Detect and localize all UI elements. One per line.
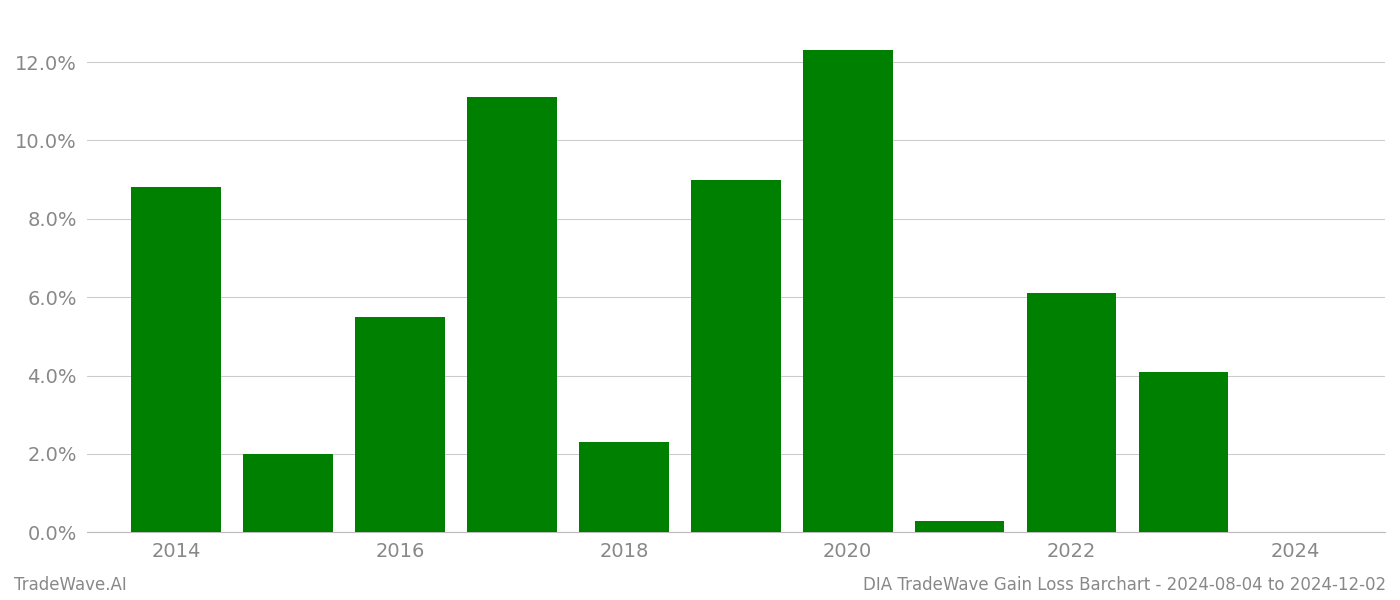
Bar <box>1138 371 1228 532</box>
Bar <box>1026 293 1116 532</box>
Text: TradeWave.AI: TradeWave.AI <box>14 576 127 594</box>
Bar <box>914 521 1004 532</box>
Bar <box>356 317 445 532</box>
Bar <box>244 454 333 532</box>
Text: DIA TradeWave Gain Loss Barchart - 2024-08-04 to 2024-12-02: DIA TradeWave Gain Loss Barchart - 2024-… <box>862 576 1386 594</box>
Bar <box>692 179 781 532</box>
Bar <box>468 97 557 532</box>
Bar <box>804 50 893 532</box>
Bar <box>580 442 669 532</box>
Bar <box>132 187 221 532</box>
